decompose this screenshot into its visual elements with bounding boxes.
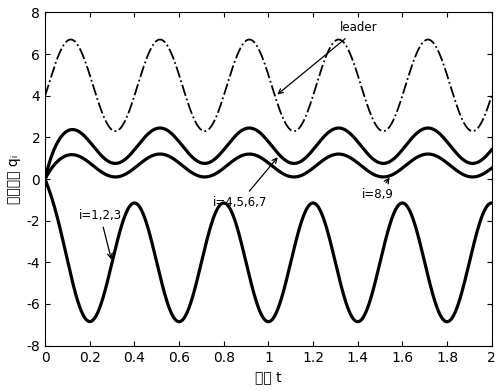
- Text: leader: leader: [278, 21, 377, 94]
- Y-axis label: 位置状态 qᵢ: 位置状态 qᵢ: [7, 154, 21, 204]
- X-axis label: 时间 t: 时间 t: [255, 370, 282, 384]
- Text: i=1,2,3: i=1,2,3: [78, 209, 122, 258]
- Text: i=4,5,6,7: i=4,5,6,7: [213, 158, 277, 209]
- Text: i=8,9: i=8,9: [362, 179, 394, 201]
